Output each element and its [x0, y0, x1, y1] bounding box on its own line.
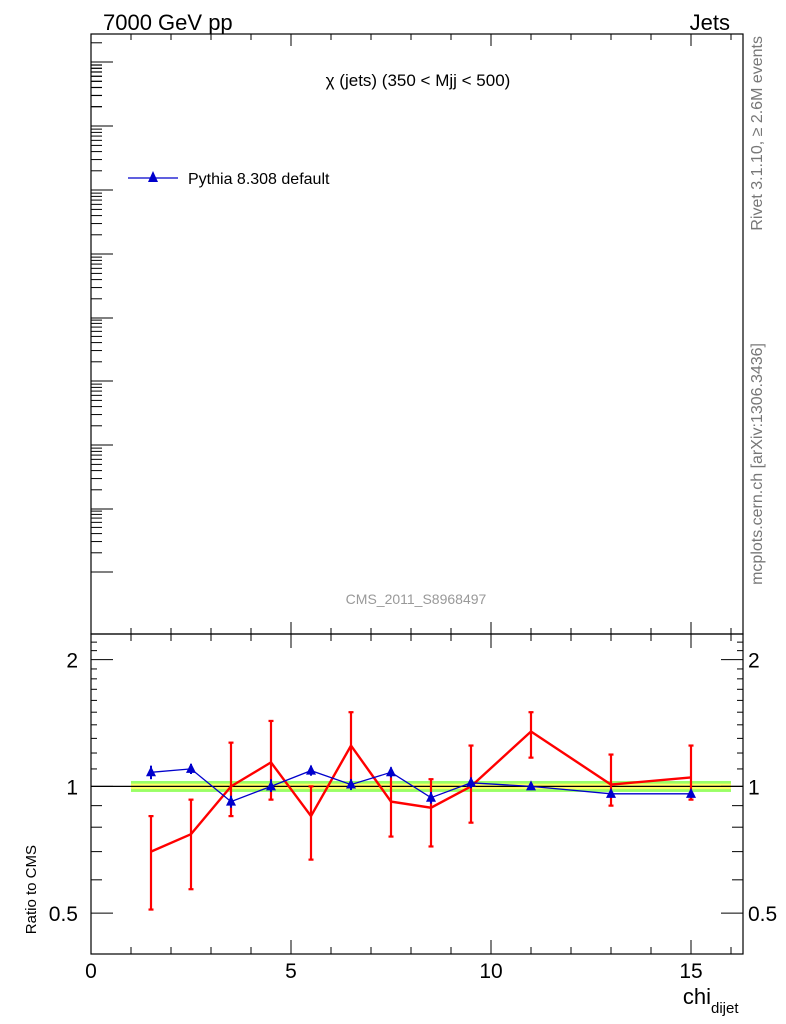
y-axis-label: Ratio to CMS: [23, 845, 40, 934]
x-tick-label: 5: [285, 960, 297, 983]
series-pythia: [146, 762, 696, 808]
main-panel-ticks: [90, 34, 732, 634]
data-point: [146, 766, 156, 777]
data-point: [186, 762, 196, 773]
ratio-panel-ticks: 0.5 0.5 1 1 2 2 0 5 10 15: [49, 634, 777, 983]
data-point: [346, 778, 356, 789]
data-point: [306, 764, 316, 775]
ratio-y-tick-label-right: 2: [748, 650, 760, 673]
header-left: 7000 GeV pp: [103, 10, 233, 35]
series-red: [148, 711, 694, 911]
x-tick-label: 0: [85, 960, 97, 983]
data-point: [426, 791, 436, 802]
data-point: [526, 780, 536, 791]
ratio-series: [146, 711, 696, 911]
ratio-y-tick-label: 2: [66, 650, 78, 673]
rivet-label: Rivet 3.1.10, ≥ 2.6M events: [749, 36, 766, 231]
ratio-y-tick-label: 1: [66, 776, 78, 799]
main-title: χ (jets) (350 < Mjj < 500): [326, 71, 511, 90]
ratio-y-tick-label-right: 0.5: [748, 903, 777, 926]
legend: Pythia 8.308 default: [128, 171, 330, 188]
data-point: [606, 787, 616, 798]
series-line: [150, 729, 692, 853]
x-tick-label: 10: [479, 960, 502, 983]
data-point: [226, 795, 236, 806]
ratio-y-tick-label: 0.5: [49, 903, 78, 926]
legend-label: Pythia 8.308 default: [188, 171, 330, 188]
legend-marker: [148, 171, 158, 182]
data-point: [686, 787, 696, 798]
mcplots-label: mcplots.cern.ch [arXiv:1306.3436]: [749, 343, 766, 585]
x-tick-label: 15: [679, 960, 702, 983]
data-point: [466, 776, 476, 787]
main-panel-frame: [90, 33, 744, 635]
series-line: [150, 768, 691, 803]
header-right: Jets: [690, 10, 730, 35]
x-axis-label: chi: [683, 984, 711, 1009]
watermark: CMS_2011_S8968497: [346, 591, 487, 607]
data-point: [386, 766, 396, 777]
ratio-y-tick-label-right: 1: [748, 776, 760, 799]
data-point: [266, 780, 276, 791]
x-axis-label-sub: dijet: [711, 1000, 739, 1017]
ratio-panel-frame: [90, 633, 744, 955]
